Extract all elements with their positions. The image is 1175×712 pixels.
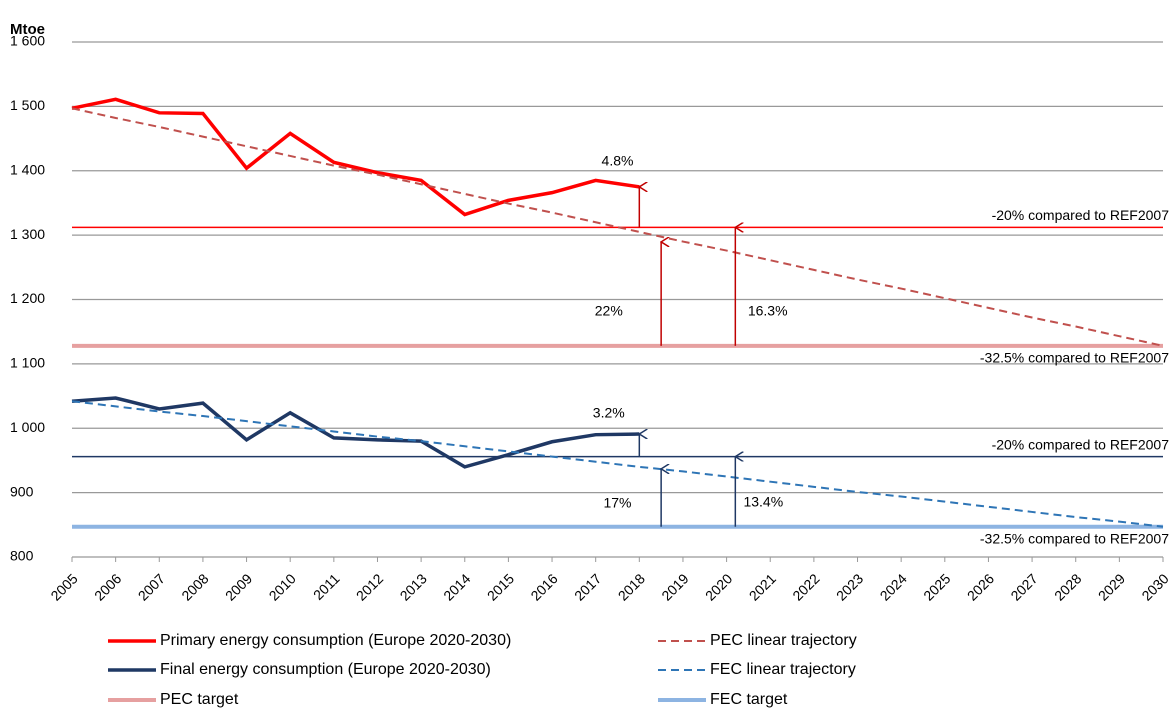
x-tick-label: 2008 — [178, 570, 211, 603]
series-line — [71, 396, 640, 469]
annotation: 13.4% — [743, 494, 783, 510]
series-line — [71, 97, 640, 217]
x-tick-label: 2014 — [440, 570, 473, 603]
x-tick-label: 2022 — [789, 570, 822, 603]
y-tick-label: 1 000 — [10, 419, 45, 435]
y-tick-label: 1 400 — [10, 161, 45, 177]
x-tick-label: 2005 — [47, 570, 80, 603]
x-tick-label: 2006 — [91, 570, 124, 603]
x-tick-label: 2024 — [877, 570, 910, 603]
annotation: 16.3% — [748, 303, 788, 319]
series-line — [71, 107, 1164, 347]
annotation: 22% — [595, 303, 623, 319]
y-tick-label: 900 — [10, 483, 34, 499]
x-tick-label: 2007 — [135, 570, 168, 603]
legend-label: Primary energy consumption (Europe 2020-… — [160, 632, 511, 649]
x-tick-label: 2017 — [571, 570, 604, 603]
x-tick-label: 2029 — [1095, 570, 1128, 603]
y-tick-label: 1 600 — [10, 33, 45, 49]
x-tick-label: 2030 — [1138, 570, 1171, 603]
annotation: 17% — [603, 495, 631, 511]
x-tick-label: 2013 — [397, 570, 430, 603]
x-tick-label: 2016 — [527, 570, 560, 603]
x-tick-label: 2026 — [964, 570, 997, 603]
x-tick-label: 2027 — [1007, 570, 1040, 603]
x-tick-label: 2009 — [222, 570, 255, 603]
x-tick-label: 2019 — [658, 570, 691, 603]
y-tick-label: 1 500 — [10, 97, 45, 113]
x-tick-label: 2023 — [833, 570, 866, 603]
x-tick-label: 2020 — [702, 570, 735, 603]
y-tick-label: 800 — [10, 548, 34, 564]
legend-label: FEC linear trajectory — [710, 661, 856, 678]
y-tick-label: 1 200 — [10, 290, 45, 306]
series-line — [71, 400, 1164, 528]
x-tick-label: 2012 — [353, 570, 386, 603]
x-tick-label: 2021 — [746, 570, 779, 603]
x-tick-label: 2011 — [310, 570, 343, 603]
reference-label: -20% compared to REF2007 — [992, 207, 1170, 223]
annotation: 4.8% — [602, 153, 634, 169]
legend-label: FEC target — [710, 691, 788, 708]
x-tick-label: 2025 — [920, 570, 953, 603]
legend-label: Final energy consumption (Europe 2020-20… — [160, 661, 491, 678]
reference-label: -32.5% compared to REF2007 — [980, 350, 1169, 366]
x-tick-label: 2015 — [484, 570, 517, 603]
reference-label: -20% compared to REF2007 — [992, 436, 1170, 452]
x-tick-label: 2010 — [266, 570, 299, 603]
legend-label: PEC linear trajectory — [710, 632, 857, 649]
annotation: 3.2% — [593, 405, 625, 421]
y-axis-label: Mtoe — [10, 21, 45, 38]
reference-label: -32.5% compared to REF2007 — [980, 530, 1169, 546]
y-tick-label: 1 300 — [10, 226, 45, 242]
x-tick-label: 2028 — [1051, 570, 1084, 603]
y-tick-label: 1 100 — [10, 355, 45, 371]
legend-label: PEC target — [160, 691, 239, 708]
x-tick-label: 2018 — [615, 570, 648, 603]
